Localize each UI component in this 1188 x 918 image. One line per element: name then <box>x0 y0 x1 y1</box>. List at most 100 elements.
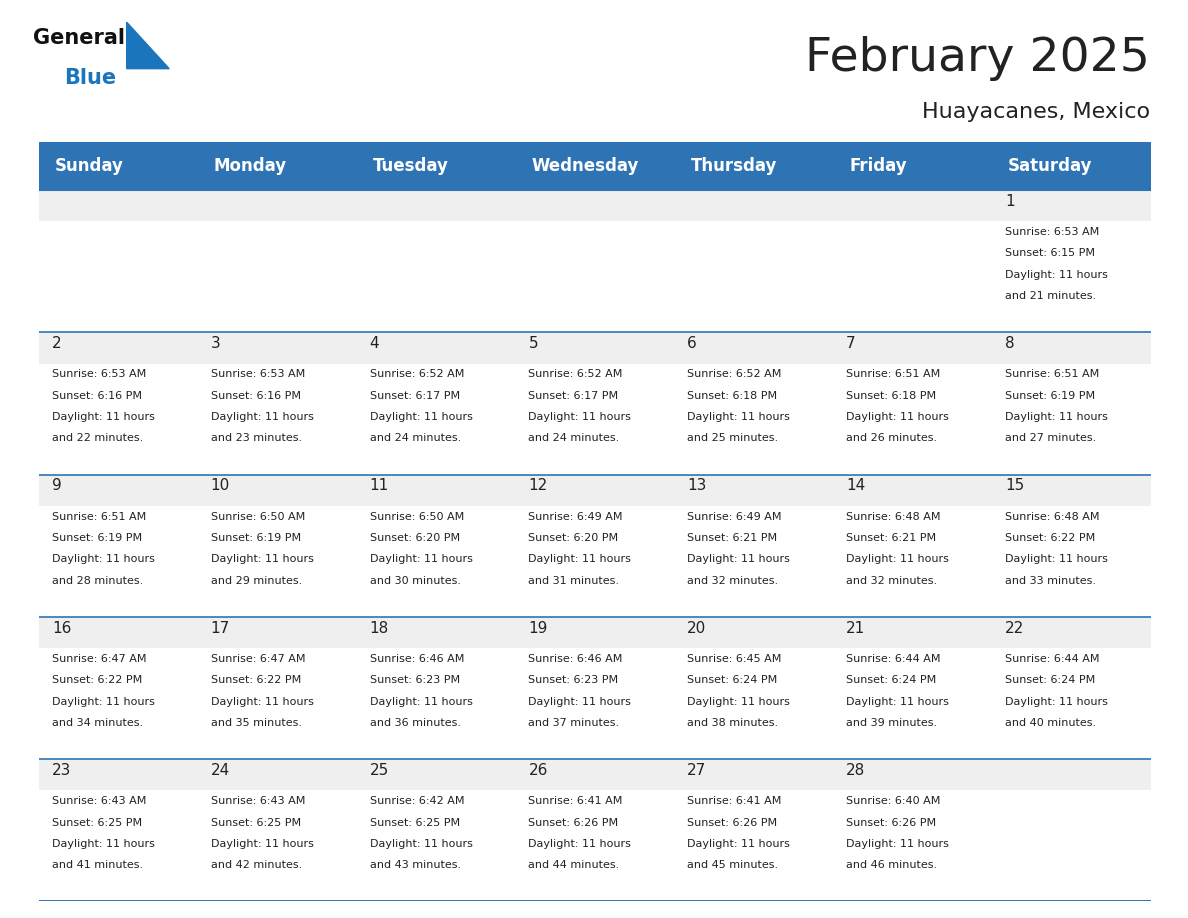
Text: Daylight: 11 hours: Daylight: 11 hours <box>529 697 631 707</box>
Text: Sunset: 6:25 PM: Sunset: 6:25 PM <box>369 818 460 827</box>
Text: Sunset: 6:26 PM: Sunset: 6:26 PM <box>846 818 936 827</box>
Text: and 34 minutes.: and 34 minutes. <box>52 718 143 728</box>
Text: Sunrise: 6:52 AM: Sunrise: 6:52 AM <box>369 369 465 379</box>
Text: Sunrise: 6:52 AM: Sunrise: 6:52 AM <box>529 369 623 379</box>
Text: Sunrise: 6:50 AM: Sunrise: 6:50 AM <box>369 511 463 521</box>
Text: Tuesday: Tuesday <box>373 157 449 175</box>
Text: Wednesday: Wednesday <box>532 157 639 175</box>
Text: 1: 1 <box>1005 194 1015 208</box>
Text: 3: 3 <box>210 336 221 351</box>
Text: and 24 minutes.: and 24 minutes. <box>529 433 620 443</box>
Text: 22: 22 <box>1005 621 1024 635</box>
Bar <box>39 759 1151 901</box>
Text: Sunrise: 6:48 AM: Sunrise: 6:48 AM <box>846 511 941 521</box>
Text: Sunrise: 6:45 AM: Sunrise: 6:45 AM <box>688 654 782 664</box>
Text: Sunset: 6:25 PM: Sunset: 6:25 PM <box>52 818 143 827</box>
Text: Sunset: 6:15 PM: Sunset: 6:15 PM <box>1005 249 1095 258</box>
Text: Daylight: 11 hours: Daylight: 11 hours <box>369 412 473 422</box>
Text: 9: 9 <box>52 478 62 493</box>
Text: Sunset: 6:18 PM: Sunset: 6:18 PM <box>688 391 777 400</box>
Text: Sunset: 6:22 PM: Sunset: 6:22 PM <box>52 676 143 685</box>
Text: Daylight: 11 hours: Daylight: 11 hours <box>1005 554 1108 565</box>
Text: and 24 minutes.: and 24 minutes. <box>369 433 461 443</box>
Text: and 21 minutes.: and 21 minutes. <box>1005 291 1097 301</box>
Text: Daylight: 11 hours: Daylight: 11 hours <box>846 697 949 707</box>
Text: and 38 minutes.: and 38 minutes. <box>688 718 778 728</box>
Bar <box>39 617 1151 759</box>
Text: Sunset: 6:24 PM: Sunset: 6:24 PM <box>1005 676 1095 685</box>
Text: Sunrise: 6:41 AM: Sunrise: 6:41 AM <box>688 796 782 806</box>
Text: Sunset: 6:22 PM: Sunset: 6:22 PM <box>1005 533 1095 543</box>
Text: 13: 13 <box>688 478 707 493</box>
Text: Daylight: 11 hours: Daylight: 11 hours <box>529 412 631 422</box>
Text: and 28 minutes.: and 28 minutes. <box>52 576 144 586</box>
Bar <box>39 617 1151 648</box>
Text: Sunset: 6:22 PM: Sunset: 6:22 PM <box>210 676 301 685</box>
Bar <box>39 190 1151 221</box>
Text: Daylight: 11 hours: Daylight: 11 hours <box>529 839 631 849</box>
Text: Sunrise: 6:47 AM: Sunrise: 6:47 AM <box>52 654 146 664</box>
Text: Sunset: 6:18 PM: Sunset: 6:18 PM <box>846 391 936 400</box>
Text: Huayacanes, Mexico: Huayacanes, Mexico <box>922 103 1150 122</box>
Text: Sunrise: 6:51 AM: Sunrise: 6:51 AM <box>52 511 146 521</box>
Text: Sunrise: 6:43 AM: Sunrise: 6:43 AM <box>52 796 146 806</box>
Text: Daylight: 11 hours: Daylight: 11 hours <box>369 839 473 849</box>
Text: 10: 10 <box>210 478 230 493</box>
Text: Sunset: 6:19 PM: Sunset: 6:19 PM <box>52 533 143 543</box>
Text: Sunset: 6:21 PM: Sunset: 6:21 PM <box>846 533 936 543</box>
Text: Sunrise: 6:50 AM: Sunrise: 6:50 AM <box>210 511 305 521</box>
Text: 19: 19 <box>529 621 548 635</box>
Text: Daylight: 11 hours: Daylight: 11 hours <box>52 839 154 849</box>
Text: Sunrise: 6:52 AM: Sunrise: 6:52 AM <box>688 369 782 379</box>
Text: Sunset: 6:19 PM: Sunset: 6:19 PM <box>210 533 301 543</box>
Text: and 46 minutes.: and 46 minutes. <box>846 860 937 870</box>
Text: 2: 2 <box>52 336 62 351</box>
Text: Thursday: Thursday <box>690 157 777 175</box>
Text: 11: 11 <box>369 478 388 493</box>
Text: 27: 27 <box>688 763 707 778</box>
Text: Sunset: 6:16 PM: Sunset: 6:16 PM <box>52 391 141 400</box>
Text: and 26 minutes.: and 26 minutes. <box>846 433 937 443</box>
Text: Sunset: 6:17 PM: Sunset: 6:17 PM <box>529 391 619 400</box>
Text: Sunrise: 6:44 AM: Sunrise: 6:44 AM <box>846 654 941 664</box>
Text: and 44 minutes.: and 44 minutes. <box>529 860 620 870</box>
Text: and 25 minutes.: and 25 minutes. <box>688 433 778 443</box>
Bar <box>39 190 1151 332</box>
Text: 6: 6 <box>688 336 697 351</box>
Text: 18: 18 <box>369 621 388 635</box>
Text: General: General <box>33 28 125 48</box>
Text: 24: 24 <box>210 763 230 778</box>
Text: Sunset: 6:26 PM: Sunset: 6:26 PM <box>529 818 619 827</box>
Text: and 45 minutes.: and 45 minutes. <box>688 860 778 870</box>
Text: 25: 25 <box>369 763 388 778</box>
Text: 4: 4 <box>369 336 379 351</box>
Text: and 32 minutes.: and 32 minutes. <box>846 576 937 586</box>
Text: February 2025: February 2025 <box>805 36 1150 81</box>
Text: Daylight: 11 hours: Daylight: 11 hours <box>846 412 949 422</box>
Text: 28: 28 <box>846 763 865 778</box>
Text: and 40 minutes.: and 40 minutes. <box>1005 718 1097 728</box>
Text: Sunrise: 6:51 AM: Sunrise: 6:51 AM <box>1005 369 1099 379</box>
Text: Monday: Monday <box>214 157 287 175</box>
Bar <box>39 475 1151 506</box>
Polygon shape <box>127 22 169 69</box>
Text: Daylight: 11 hours: Daylight: 11 hours <box>688 554 790 565</box>
Text: Daylight: 11 hours: Daylight: 11 hours <box>1005 697 1108 707</box>
Text: 17: 17 <box>210 621 230 635</box>
Text: 7: 7 <box>846 336 855 351</box>
Text: 8: 8 <box>1005 336 1015 351</box>
Text: Daylight: 11 hours: Daylight: 11 hours <box>52 554 154 565</box>
Text: Sunset: 6:24 PM: Sunset: 6:24 PM <box>846 676 936 685</box>
Text: Sunrise: 6:42 AM: Sunrise: 6:42 AM <box>369 796 465 806</box>
Text: Daylight: 11 hours: Daylight: 11 hours <box>688 412 790 422</box>
Text: Daylight: 11 hours: Daylight: 11 hours <box>210 839 314 849</box>
Text: Sunset: 6:16 PM: Sunset: 6:16 PM <box>210 391 301 400</box>
Text: Sunrise: 6:40 AM: Sunrise: 6:40 AM <box>846 796 941 806</box>
Text: 14: 14 <box>846 478 865 493</box>
Text: Sunrise: 6:41 AM: Sunrise: 6:41 AM <box>529 796 623 806</box>
Text: Sunset: 6:17 PM: Sunset: 6:17 PM <box>369 391 460 400</box>
Text: Sunrise: 6:48 AM: Sunrise: 6:48 AM <box>1005 511 1100 521</box>
Text: 21: 21 <box>846 621 865 635</box>
Text: and 31 minutes.: and 31 minutes. <box>529 576 619 586</box>
Text: Sunday: Sunday <box>55 157 124 175</box>
